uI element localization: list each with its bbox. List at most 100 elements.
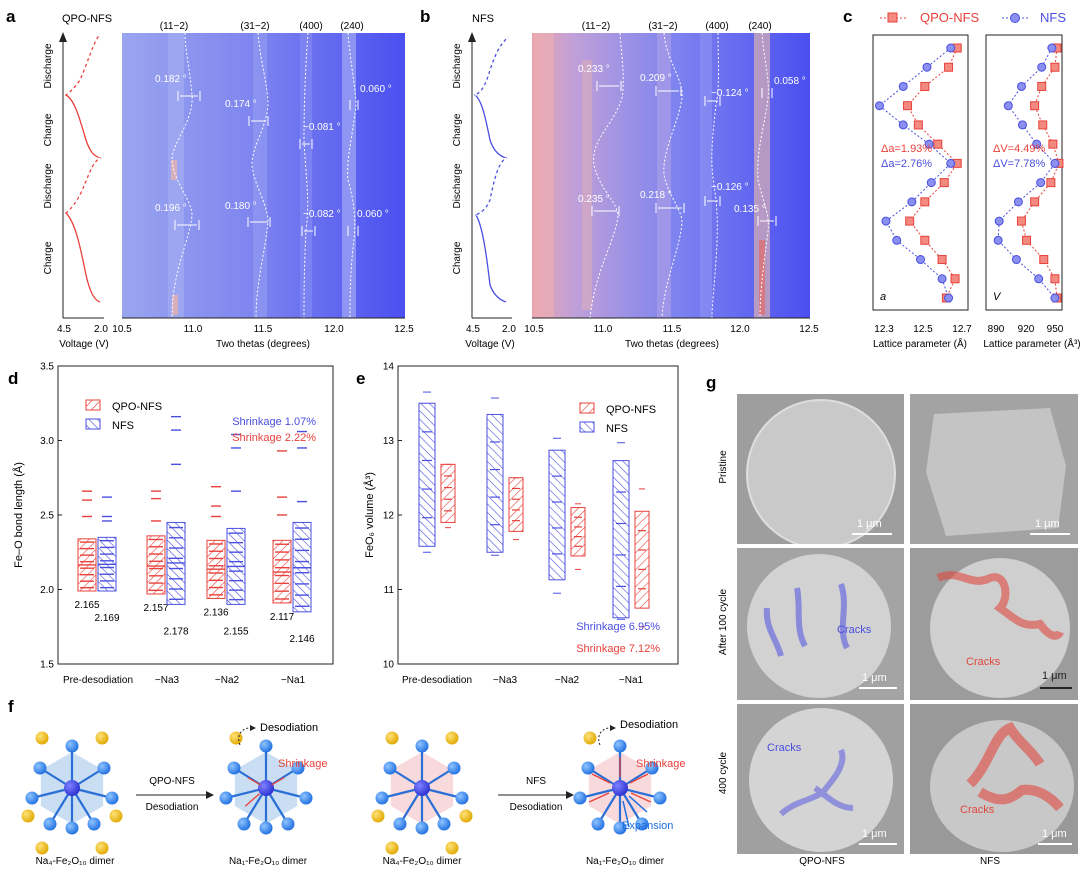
tick-label: 12.0	[730, 324, 750, 335]
sem-particle	[737, 394, 904, 544]
box	[612, 460, 630, 619]
corner-label: V	[993, 291, 1002, 303]
tick-label: 11.0	[594, 324, 613, 335]
category-label: Pre-desodiation	[63, 675, 133, 686]
sem-image: Cracks 1 μm	[910, 548, 1078, 700]
shift-label: 0.233 °	[578, 64, 610, 75]
dimer-caption: Na₄-Fe₂O₁₀ dimer	[36, 856, 116, 867]
cracks-label: Cracks	[767, 742, 802, 754]
oxygen-atom	[299, 791, 313, 805]
expansion-label: Expansion	[622, 820, 673, 832]
cracks-label: Cracks	[966, 656, 1001, 668]
state-label: Discharge	[43, 43, 54, 88]
scale-label: 1 μm	[1035, 518, 1060, 530]
shrinkage-label: Shrinkage	[278, 758, 328, 770]
category-label: −Na3	[155, 675, 180, 686]
oxygen-atom	[573, 791, 587, 805]
voltage-curve	[473, 36, 509, 303]
shrink-arrow	[247, 777, 261, 786]
tick-label: 12.5	[394, 324, 414, 335]
data-point	[944, 62, 954, 72]
data-point	[1030, 101, 1040, 111]
tick-label: 11.5	[663, 324, 682, 335]
panel-letter: c	[843, 7, 852, 26]
peak-trace	[589, 32, 624, 319]
panel-c: c QPO-NFS NFS a V Δa=1.93% Δa=2.76% ΔV=4…	[843, 7, 1080, 350]
shift-label: 0.135 °	[734, 204, 766, 215]
sample-label: QPO-NFS	[62, 13, 112, 25]
state-label: Discharge	[452, 163, 463, 208]
oxygen-atom	[581, 761, 595, 775]
peak-trace	[757, 32, 769, 319]
sem-image: Cracks 1 μm	[737, 704, 904, 854]
data-point	[922, 62, 932, 72]
shift-label: 0.180 °	[225, 201, 257, 212]
shift-label: 0.235 °	[578, 194, 610, 205]
shrinkage-label: Shrinkage 7.12%	[576, 643, 660, 655]
category-label: −Na2	[215, 675, 240, 686]
legend-label: QPO-NFS	[920, 10, 980, 25]
iron-atom	[258, 780, 274, 796]
mean-label: 2.155	[223, 626, 248, 637]
data-point	[920, 81, 930, 91]
column-label: NFS	[980, 856, 1000, 867]
axis-label: Fe–O bond length (Å)	[12, 462, 25, 568]
data-point	[1038, 120, 1048, 130]
oxygen-atom	[591, 817, 605, 831]
peak-trace	[251, 32, 269, 319]
peak-label: (240)	[748, 21, 771, 32]
discharge-dash	[65, 33, 101, 96]
data-point	[1022, 235, 1032, 245]
arrow-label: NFS	[526, 776, 546, 787]
oxygen-atom	[645, 761, 659, 775]
sodium-atom	[459, 809, 473, 823]
arrow-label: Desodiation	[146, 802, 199, 813]
lattice-v-plot	[993, 43, 1064, 303]
mean-label: 2.165	[74, 600, 99, 611]
tick-label: 11	[384, 585, 395, 596]
arrow-label: QPO-NFS	[149, 776, 195, 787]
y-ticks: 10 11 12 13 14	[383, 362, 402, 671]
desodiation-label: Desodiation	[620, 719, 678, 731]
shift-label: 0.196 °	[155, 203, 187, 214]
oxygen-atom	[259, 739, 273, 753]
category-label: −Na1	[619, 675, 644, 686]
oxygen-atom	[87, 817, 101, 831]
shift-label: −0.082 °	[303, 209, 341, 220]
oxygen-atom	[415, 739, 429, 753]
scale-label: 1 μm	[1042, 828, 1067, 840]
data-point	[1032, 139, 1042, 149]
sem-particle	[910, 394, 1078, 544]
delta-label: Δa=2.76%	[881, 158, 932, 170]
data-point	[933, 139, 943, 149]
oxygen-atom	[219, 791, 233, 805]
dimer-structure	[371, 731, 473, 855]
oxygen-atom	[437, 817, 451, 831]
sodium-atom	[385, 841, 399, 855]
panel-d: d Fe–O bond length (Å) 1.5 2.0 2.5 3.0 3.5 2…	[8, 362, 334, 686]
tick-label: 950	[1047, 324, 1064, 335]
tick-label: 12.3	[874, 324, 894, 335]
y-ticks: 1.5 2.0 2.5 3.0 3.5	[40, 362, 62, 671]
data-point	[907, 197, 917, 207]
dimer-caption: Na₄-Fe₂O₁₀ dimer	[383, 856, 463, 867]
data-point	[950, 274, 960, 284]
time-arrow-icon	[468, 32, 476, 42]
legend-label: QPO-NFS	[112, 401, 162, 413]
oxygen-atom	[33, 761, 47, 775]
sample-label: NFS	[472, 13, 494, 25]
data-point	[1046, 178, 1056, 188]
data-point	[916, 255, 925, 265]
tick-label: 3.5	[40, 362, 54, 373]
series-line	[878, 47, 952, 299]
axis-label: Voltage (V)	[59, 339, 108, 350]
oxygen-atom	[65, 821, 79, 835]
tick-label: 2.0	[502, 324, 516, 335]
axis-label: Lattice parameter (Å³)	[983, 337, 1080, 350]
panel-f: f QPO-NFS Desodiation NFS Desodiation De…	[8, 697, 686, 867]
data-point	[892, 235, 902, 245]
tick-label: 12.0	[324, 324, 344, 335]
data-point	[1050, 62, 1060, 72]
scale-label: 1 μm	[862, 672, 887, 684]
lattice-a-plot	[874, 43, 962, 303]
